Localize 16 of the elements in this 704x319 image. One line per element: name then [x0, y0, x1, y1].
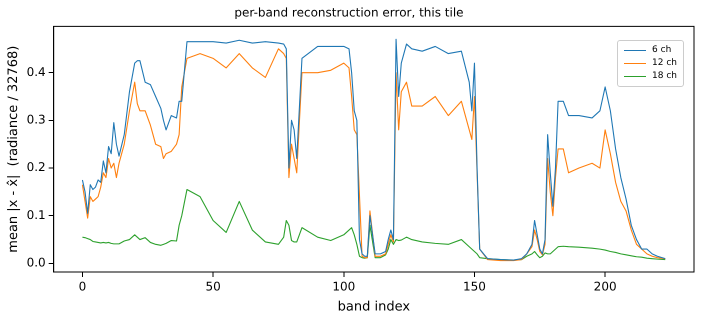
y-tick-label: 0.1 — [26, 208, 46, 222]
y-tick-label: 0.3 — [26, 112, 46, 126]
x-axis-title: band index — [338, 300, 410, 315]
y-tick-label: 0.2 — [26, 160, 46, 174]
legend-label: 18 ch — [652, 70, 677, 83]
legend-label: 6 ch — [652, 44, 672, 57]
y-tick-label: 0.4 — [26, 64, 46, 79]
y-tick-label: 0.0 — [26, 256, 46, 270]
legend-label: 12 ch — [652, 57, 677, 70]
x-tick-label: 200 — [594, 279, 617, 294]
x-tick-label: 100 — [332, 279, 356, 294]
x-tick-label: 50 — [205, 279, 221, 294]
x-tick-label: 150 — [463, 279, 486, 294]
chart-title: per-band reconstruction error, this tile — [234, 5, 464, 20]
x-tick-label: 0 — [78, 279, 86, 294]
y-axis-title: mean |x - x̂| (radiance / 32768) — [6, 46, 22, 253]
